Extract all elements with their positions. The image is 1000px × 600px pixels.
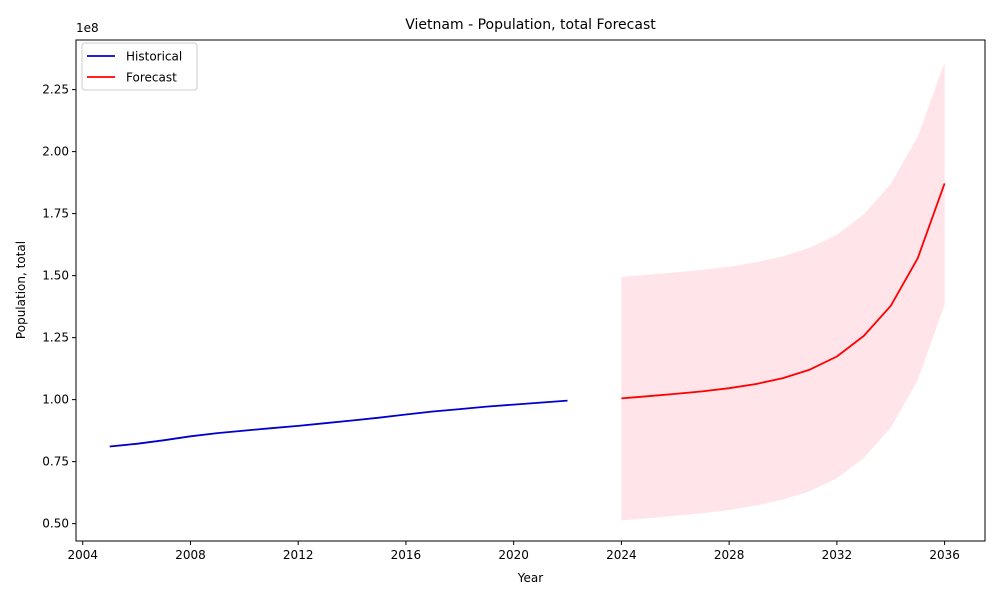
legend-label-historical: Historical (126, 50, 182, 64)
y-offset-label: 1e8 (76, 21, 99, 35)
y-tick-label: 0.75 (42, 455, 69, 469)
y-tick-label: 2.25 (42, 83, 69, 97)
plot-area: 2004 2008 2012 2016 2020 2024 2028 2032 2036 0.50… (42, 39, 986, 562)
x-tick-label: 2036 (929, 548, 960, 562)
y-tick-label: 2.00 (42, 145, 69, 159)
series-line-forecast (621, 183, 946, 400)
x-axis-label: Year (517, 571, 543, 585)
chart-title: Vietnam - Population, total Forecast (405, 17, 656, 33)
y-tick-label: 1.25 (42, 331, 69, 345)
x-tick-label: 2004 (67, 548, 98, 562)
legend-box (81, 42, 198, 91)
x-tick-label: 2020 (498, 548, 529, 562)
legend: Historical Forecast (81, 42, 198, 91)
x-tick-label: 2032 (822, 548, 853, 562)
legend-label-forecast: Forecast (126, 71, 177, 85)
y-tick-label: 1.50 (42, 269, 69, 283)
forecast-confidence-band (621, 62, 945, 521)
series-line-historical (109, 399, 568, 448)
x-tick-label: 2012 (283, 548, 314, 562)
x-tick-label: 2024 (606, 548, 637, 562)
x-tick-label: 2028 (714, 548, 745, 562)
y-tick-label: 1.00 (42, 393, 69, 407)
x-tick-label: 2008 (175, 548, 206, 562)
axes-frame (75, 39, 986, 542)
y-axis-label: Population, total (14, 241, 28, 339)
x-tick-label: 2016 (391, 548, 422, 562)
y-tick-label: 0.50 (42, 517, 69, 531)
y-tick-label: 1.75 (42, 207, 69, 221)
